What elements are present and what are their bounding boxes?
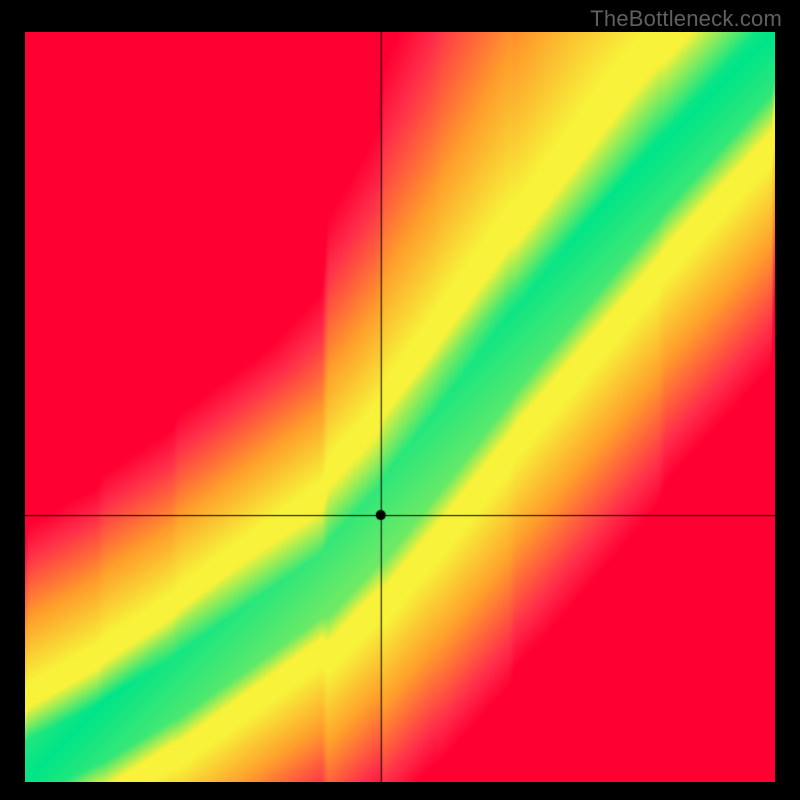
heatmap-canvas [25, 32, 775, 782]
watermark-text: TheBottleneck.com [590, 6, 782, 32]
chart-container: TheBottleneck.com [0, 0, 800, 800]
plot-area [25, 32, 775, 782]
